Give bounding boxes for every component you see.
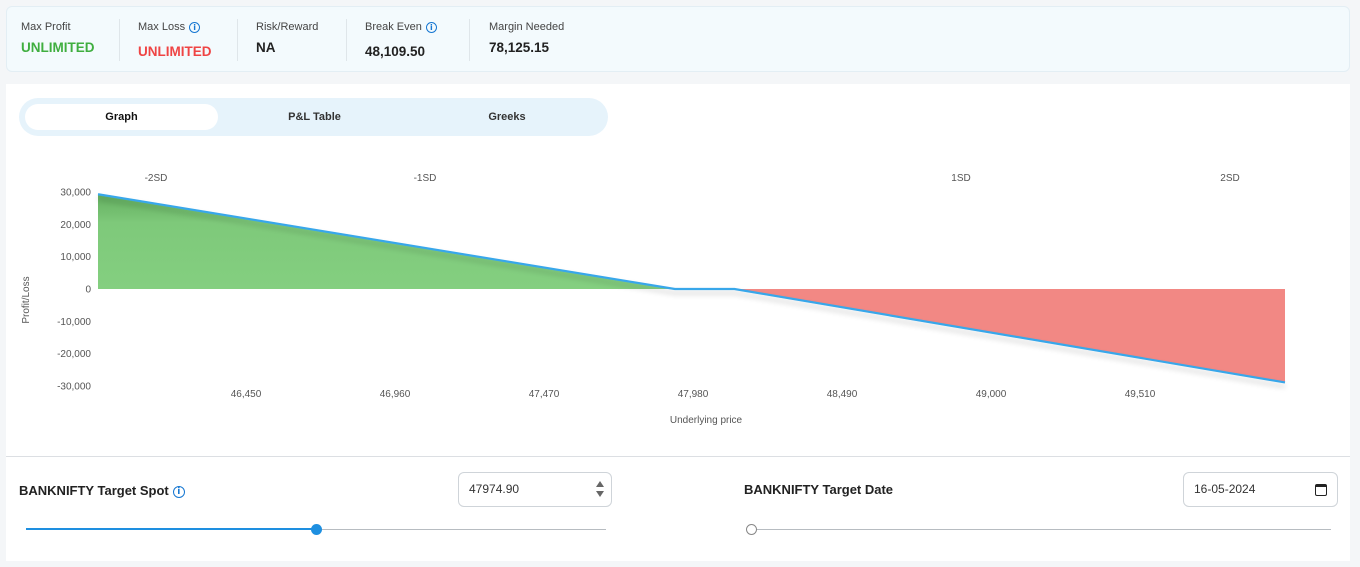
x-tick-label: 46,960 <box>380 389 411 400</box>
separator <box>346 19 347 61</box>
margin-needed-label: Margin Needed <box>489 21 565 33</box>
y-axis-title: Profit/Loss <box>21 276 32 323</box>
target-date-slider-thumb[interactable] <box>745 524 757 535</box>
spinner-up-icon[interactable] <box>596 481 604 487</box>
payoff-panel: Graph P&L Table Greeks -2SD -1SD 1SD 2SD 30… <box>6 84 1350 456</box>
summary-bar: Max Profit UNLIMITED Max Loss i UNLIMITED… <box>6 6 1350 72</box>
break-even-value: 48,109.50 <box>365 44 426 59</box>
target-date-value: 16-05-2024 <box>1194 482 1256 496</box>
target-spot-slider-thumb[interactable] <box>310 524 322 535</box>
calendar-icon[interactable] <box>1315 484 1327 496</box>
target-controls: BANKNIFTY Target Spot i 47974.90 BANKNIFT… <box>6 457 1350 561</box>
x-tick-label: 49,510 <box>1125 389 1156 400</box>
y-tick-label: 10,000 <box>60 252 91 263</box>
risk-reward-label: Risk/Reward <box>256 21 319 33</box>
payoff-chart: -2SD -1SD 1SD 2SD 30,000 20,000 10,000 0 -10,00… <box>21 173 1286 426</box>
x-tick-label: 47,470 <box>529 389 560 400</box>
view-tabs: Graph P&L Table Greeks <box>19 98 608 136</box>
spinner-down-icon[interactable] <box>596 491 604 497</box>
separator <box>469 19 470 61</box>
y-tick-label: 30,000 <box>60 188 91 199</box>
target-spot-label: BANKNIFTY Target Spot <box>19 483 169 498</box>
max-profit-value: UNLIMITED <box>21 40 95 55</box>
tab-pl-table[interactable]: P&L Table <box>288 111 341 123</box>
risk-reward-value: NA <box>256 40 276 55</box>
payoff-line <box>97 193 1286 384</box>
sd-label: -1SD <box>414 173 437 184</box>
max-profit-label: Max Profit <box>21 21 71 33</box>
y-tick-label: -20,000 <box>57 349 91 360</box>
sd-label: 2SD <box>1220 173 1239 184</box>
x-tick-label: 47,980 <box>678 389 709 400</box>
target-spot-slider-fill <box>26 528 316 530</box>
info-icon[interactable]: i <box>172 485 185 498</box>
x-tick-label: 48,490 <box>827 389 858 400</box>
separator <box>119 19 120 61</box>
break-even-label: Break Even <box>365 21 422 33</box>
y-tick-label: -30,000 <box>57 382 91 393</box>
info-icon[interactable]: i <box>425 21 437 33</box>
divider <box>6 456 1350 457</box>
margin-needed-value: 78,125.15 <box>489 40 550 55</box>
y-tick-label: -10,000 <box>57 317 91 328</box>
number-spinner[interactable] <box>595 479 605 501</box>
y-tick-label: 20,000 <box>60 220 91 231</box>
max-loss-label: Max Loss <box>138 21 186 33</box>
separator <box>237 19 238 61</box>
sd-label: 1SD <box>951 173 970 184</box>
target-spot-input[interactable]: 47974.90 <box>458 472 612 507</box>
max-loss-value: UNLIMITED <box>138 44 212 59</box>
tab-greeks[interactable]: Greeks <box>488 111 526 123</box>
tab-graph[interactable]: Graph <box>25 104 218 130</box>
target-spot-value: 47974.90 <box>469 482 520 496</box>
target-date-input[interactable]: 16-05-2024 <box>1183 472 1338 507</box>
target-date-slider-track[interactable] <box>751 529 1331 530</box>
target-date-label: BANKNIFTY Target Date <box>744 482 894 497</box>
sd-label: -2SD <box>145 173 168 184</box>
x-tick-label: 46,450 <box>231 389 262 400</box>
y-tick-label: 0 <box>85 285 91 296</box>
x-tick-label: 49,000 <box>976 389 1007 400</box>
info-icon[interactable]: i <box>189 21 201 33</box>
x-axis-title: Underlying price <box>670 415 743 426</box>
target-spot-title: BANKNIFTY Target Spot i <box>19 483 185 498</box>
